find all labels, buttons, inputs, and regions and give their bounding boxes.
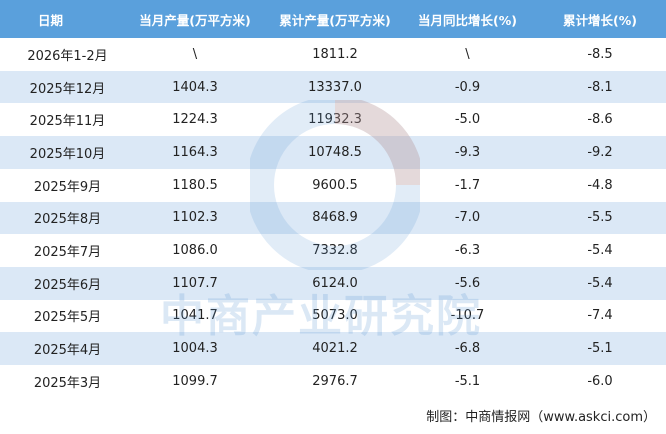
table-cell: -6.0 [587, 373, 613, 389]
table-cell: -5.4 [587, 243, 613, 259]
table-row: 2025年7月 1086.0 7332.8 -6.3 -5.4 [0, 234, 666, 267]
table-cell: -0.9 [454, 79, 481, 95]
table-row: 2025年10月 1164.3 10748.5 -9.3 -9.2 [0, 136, 666, 169]
table-row: 2025年6月 1107.7 6124.0 -5.6 -5.4 [0, 266, 666, 300]
table-cell: 2025年5月 [33, 310, 102, 326]
table-cell: 13337.0 [308, 79, 362, 95]
table-cell: 1180.5 [172, 177, 218, 193]
table-cell: -7.0 [454, 210, 481, 226]
table-cell: 6124.0 [312, 275, 358, 291]
table-cell: 1086.0 [172, 243, 218, 259]
table-cell: -8.5 [587, 46, 613, 62]
table-row: 2025年12月 1404.3 13337.0 -0.9 -8.1 [0, 70, 666, 104]
table-cell: 8468.9 [312, 210, 358, 226]
header-cell: 日期 [38, 12, 64, 28]
table-cell: 5073.0 [312, 308, 358, 324]
table-row: 2025年9月 1180.5 9600.5 -1.7 -4.8 [0, 169, 666, 202]
table-cell: 11932.3 [308, 112, 362, 128]
table-cell: 2025年11月 [29, 114, 106, 130]
table-cell: 7332.8 [312, 243, 358, 259]
table-cell: 2025年8月 [33, 212, 102, 228]
table-cell: -6.3 [454, 243, 481, 259]
table-cell: 1099.7 [172, 373, 218, 389]
table-cell: 1041.7 [172, 308, 218, 324]
table-cell: 1404.3 [172, 79, 218, 95]
table-cell: 2025年3月 [33, 375, 102, 391]
table-cell: 2025年6月 [33, 277, 102, 293]
table-cell: 1224.3 [172, 112, 218, 128]
header-cell: 当月产量(万平方米) [139, 12, 251, 28]
table-row: 2025年3月 1099.7 2976.7 -5.1 -6.0 [0, 365, 666, 398]
table-cell: -5.1 [587, 341, 613, 357]
header-cell: 当月同比增长(%) [418, 12, 517, 28]
table-cell: -10.7 [450, 308, 485, 324]
table-cell: 1102.3 [172, 210, 218, 226]
table-cell: -1.7 [454, 177, 481, 193]
watermark: 中商产业研究院 [160, 291, 482, 342]
header-cell: 累计增长(%) [563, 12, 637, 28]
table-cell: -8.6 [587, 112, 613, 128]
table-cell: -7.4 [587, 308, 613, 324]
table-cell: 9600.5 [312, 177, 358, 193]
table-cell: 10748.5 [308, 144, 362, 160]
table-cell: \ [192, 46, 198, 62]
table-cell: -9.3 [454, 144, 481, 160]
table-cell: 1107.7 [172, 275, 218, 291]
table-row: 2025年11月 1224.3 11932.3 -5.0 -8.6 [0, 103, 666, 136]
table-cell: -5.0 [454, 112, 481, 128]
table-cell: -5.1 [454, 373, 481, 389]
table-cell: 2025年10月 [29, 146, 106, 162]
table-row: 2026年1-2月 \ 1811.2 \ -8.5 [0, 38, 666, 71]
table-cell: 2025年12月 [29, 81, 106, 97]
table-cell: -8.1 [587, 79, 613, 95]
table-header: 日期 当月产量(万平方米) 累计产量(万平方米) 当月同比增长(%) 累计增长(%) [0, 0, 666, 38]
watermark-logo [250, 100, 420, 270]
table-cell: 2026年1-2月 [27, 48, 108, 64]
table-cell: -5.5 [587, 210, 613, 226]
table-cell: 1164.3 [172, 144, 218, 160]
table-cell: 2025年4月 [33, 343, 102, 359]
table-row: 2025年4月 1004.3 4021.2 -6.8 -5.1 [0, 332, 666, 365]
table-row: 2025年5月 1041.7 5073.0 -10.7 -7.4 [0, 300, 666, 333]
table-cell: \ [465, 46, 470, 62]
table-cell: 2025年9月 [33, 179, 102, 195]
table-cell: -4.8 [587, 177, 613, 193]
table-cell: -5.4 [587, 275, 613, 291]
table-cell: -9.2 [587, 144, 613, 160]
table-cell: 1811.2 [312, 46, 358, 62]
table-cell: 2976.7 [312, 373, 358, 389]
table-cell: 2025年7月 [33, 245, 102, 261]
table-row: 2025年8月 1102.3 8468.9 -7.0 -5.5 [0, 201, 666, 235]
table-cell: 1004.3 [172, 341, 218, 357]
footer: 制图：中商情报网（www.askci.com） [426, 410, 656, 425]
table-cell: 4021.2 [312, 341, 358, 357]
table-cell: -6.8 [454, 341, 481, 357]
table-cell: -5.6 [454, 275, 481, 291]
header-cell: 累计产量(万平方米) [279, 12, 391, 28]
